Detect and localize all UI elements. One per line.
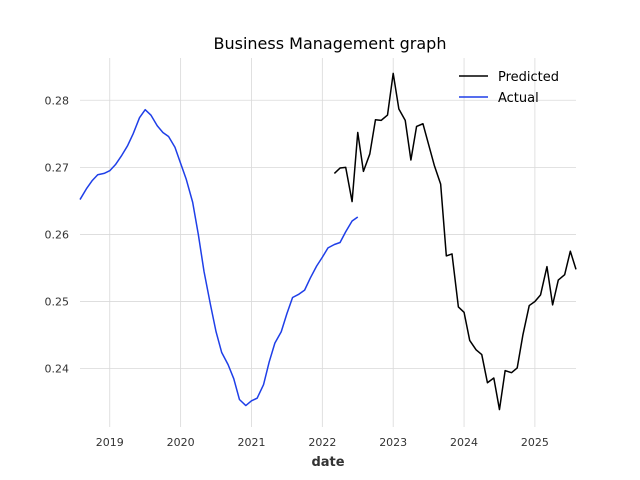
y-tick-label: 0.28: [45, 94, 70, 107]
x-tick-label: 2022: [308, 436, 336, 449]
legend: Predicted Actual: [459, 70, 559, 106]
y-tick-labels: 0.24 0.25 0.26 0.27 0.28: [45, 94, 70, 375]
series-line-actual: [79, 108, 359, 407]
y-tick-label: 0.26: [45, 228, 70, 241]
x-tick-label: 2023: [379, 436, 407, 449]
x-tick-label: 2021: [237, 436, 265, 449]
y-tick-label: 0.25: [45, 296, 70, 309]
y-tick-label: 0.27: [45, 161, 70, 174]
series-line-predicted: [333, 72, 577, 411]
x-tick-label: 2020: [167, 436, 195, 449]
legend-label-predicted: Predicted: [498, 70, 559, 85]
series-lines: [79, 72, 577, 411]
x-tick-label: 2025: [521, 436, 549, 449]
gridlines: [80, 58, 576, 427]
legend-label-actual: Actual: [498, 91, 539, 106]
x-tick-label: 2019: [96, 436, 124, 449]
x-tick-label: 2024: [450, 436, 478, 449]
x-tick-labels: 2019 2020 2021 2022 2023 2024 2025: [96, 436, 549, 449]
chart-title: Business Management graph: [214, 34, 447, 53]
x-axis-label: date: [311, 455, 344, 470]
y-tick-label: 0.24: [45, 363, 70, 376]
